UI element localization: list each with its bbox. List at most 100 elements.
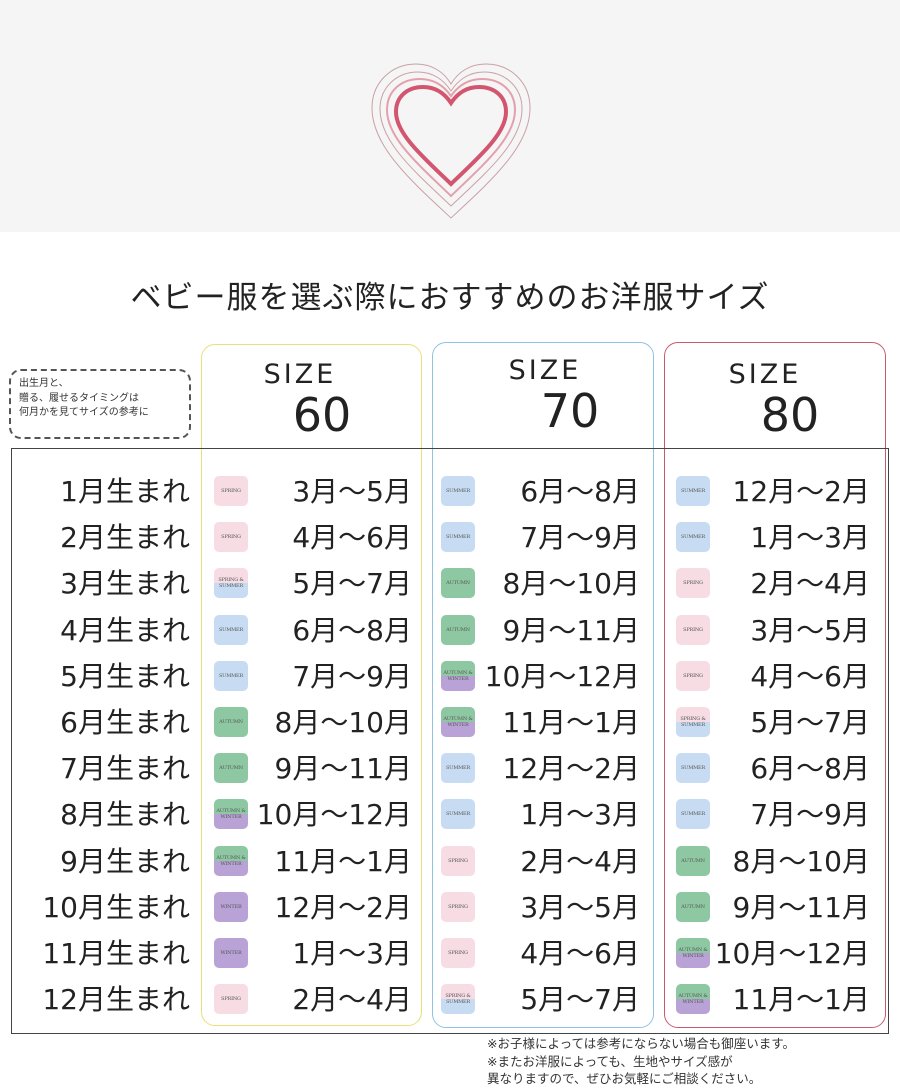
season-badge: AUTUMN & WINTER (676, 984, 710, 1015)
season-text: SPRING (683, 626, 703, 633)
month-range: 7月～9月 (520, 521, 640, 555)
season-text: SUMMER (218, 626, 244, 633)
row-label: 6月生まれ (60, 706, 190, 739)
row-label: 2月生まれ (60, 521, 190, 555)
season-badge: AUTUMN (441, 614, 475, 645)
size-70-number: 70 (540, 384, 600, 438)
month-range: 5月～7月 (520, 983, 640, 1017)
month-range: 11月～1月 (502, 706, 640, 739)
row-label: 4月生まれ (60, 613, 190, 647)
month-range: 9月～11月 (274, 752, 412, 786)
note-line: 出生月と、 (19, 378, 69, 389)
month-range: 8月～10月 (502, 567, 640, 601)
size-60-label: SIZE (263, 359, 337, 390)
season-text: SPRING (448, 857, 468, 864)
season-badge: AUTUMN (676, 891, 710, 922)
heart-icon (371, 63, 531, 219)
footnote-line: 異なりますので、ぜひお気軽にご相談ください。 (487, 1071, 762, 1086)
season-text: AUTUMN & WINTER (216, 854, 246, 867)
row-label: 1月生まれ (60, 475, 190, 508)
row-label: 11月生まれ (42, 937, 190, 970)
season-text: AUTUMN (681, 857, 705, 864)
month-range: 10月～12月 (714, 937, 870, 970)
season-badge: SPRING & SUMMER (441, 984, 475, 1015)
size-80-frame (664, 342, 886, 1028)
season-badge: AUTUMN & WINTER (214, 845, 248, 876)
season-badge: SPRING (441, 845, 475, 876)
season-text: SPRING (448, 950, 468, 956)
size-60-number: 60 (292, 388, 352, 442)
month-range: 2月～4月 (292, 983, 412, 1017)
season-text: SPRING & SUMMER (680, 716, 706, 728)
month-range: 3月～5月 (750, 613, 870, 647)
season-text: WINTER (220, 950, 242, 956)
page-title: ベビー服を選ぶ際におすすめのお洋服サイズ (130, 280, 770, 316)
row-label: 3月生まれ (60, 567, 190, 601)
month-range: 4月～6月 (750, 659, 870, 693)
season-badge: SPRING (676, 568, 710, 599)
season-badge: SUMMER (676, 753, 710, 784)
season-badge: SUMMER (676, 476, 710, 506)
season-text: AUTUMN & WINTER (678, 947, 708, 959)
season-text: AUTUMN & WINTER (216, 808, 246, 821)
footnote-line: ※お子様によっては参考にならない場合も御座います。 (487, 1036, 795, 1051)
row-label: 9月生まれ (60, 844, 190, 878)
season-badge: SUMMER (441, 476, 475, 506)
season-badge: AUTUMN & WINTER (441, 707, 475, 737)
month-range: 11月～1月 (732, 983, 870, 1017)
season-text: AUTUMN & WINTER (443, 716, 473, 728)
season-badge: AUTUMN (214, 707, 248, 737)
month-range: 1月～3月 (520, 798, 640, 832)
season-badge: SPRING (676, 660, 710, 691)
season-badge: SPRING & SUMMER (214, 568, 248, 599)
season-text: AUTUMN (446, 626, 470, 633)
month-range: 5月～7月 (750, 706, 870, 739)
note-line: 贈る、履せるタイミングは (19, 392, 139, 404)
row-label: 7月生まれ (60, 752, 190, 786)
month-range: 11月～1月 (274, 844, 412, 878)
season-text: SUMMER (680, 811, 706, 818)
note-line: 何月かを見てサイズの参考に (19, 407, 149, 418)
month-range: 6月～8月 (292, 613, 412, 647)
season-text: AUTUMN (219, 765, 243, 772)
month-range: 5月～7月 (292, 567, 412, 601)
season-badge: SUMMER (441, 753, 475, 784)
season-text: SUMMER (680, 534, 706, 541)
season-text: WINTER (220, 903, 242, 910)
season-text: AUTUMN & WINTER (678, 993, 708, 1006)
season-text: SUMMER (445, 811, 471, 818)
month-range: 3月～5月 (292, 475, 412, 508)
month-range: 12月～2月 (502, 752, 640, 786)
season-badge: SPRING (676, 614, 710, 645)
season-badge: SPRING & SUMMER (676, 707, 710, 737)
month-range: 12月～2月 (732, 475, 870, 508)
season-badge: SUMMER (441, 522, 475, 553)
season-badge: WINTER (214, 938, 248, 968)
season-text: SPRING (221, 996, 241, 1003)
season-badge: AUTUMN (441, 568, 475, 599)
season-badge: SPRING (441, 938, 475, 968)
season-text: AUTUMN (219, 719, 243, 725)
season-text: SPRING (448, 903, 468, 910)
season-badge: SUMMER (214, 614, 248, 645)
season-badge: SUMMER (676, 799, 710, 830)
season-text: AUTUMN (446, 580, 470, 587)
month-range: 4月～6月 (520, 937, 640, 970)
month-range: 3月～5月 (520, 890, 640, 924)
season-badge: SPRING (214, 476, 248, 506)
season-badge: SPRING (214, 522, 248, 553)
row-label: 10月生まれ (42, 890, 190, 924)
size-70-label: SIZE (508, 355, 582, 386)
row-label: 12月生まれ (42, 983, 190, 1017)
season-text: SUMMER (445, 534, 471, 541)
season-text: SPRING (221, 488, 241, 494)
season-badge: AUTUMN & WINTER (441, 660, 475, 691)
size-80-number: 80 (760, 388, 820, 442)
season-text: AUTUMN & WINTER (443, 669, 473, 682)
season-badge: WINTER (214, 891, 248, 922)
month-range: 2月～4月 (750, 567, 870, 601)
season-text: SPRING (683, 672, 703, 679)
month-range: 6月～8月 (750, 752, 870, 786)
footnote-line: ※またお洋服によっても、生地やサイズ感が (487, 1053, 733, 1069)
usage-note: 出生月と、 贈る、履せるタイミングは 何月かを見てサイズの参考に (9, 369, 191, 439)
